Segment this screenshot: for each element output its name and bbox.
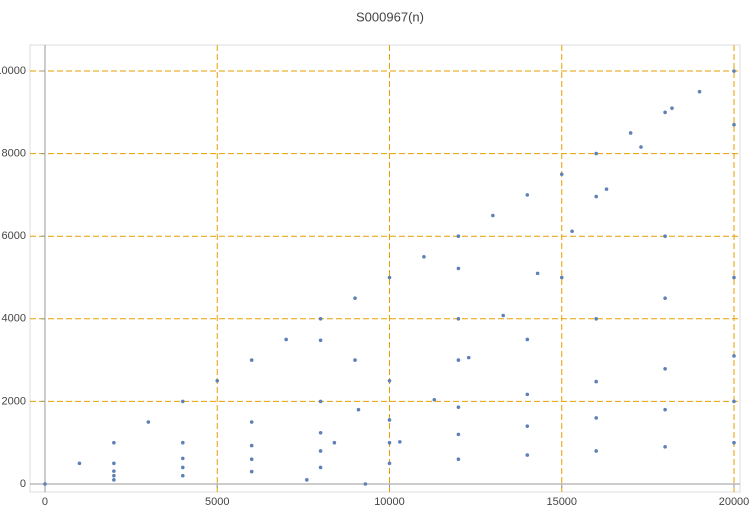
point: [559, 172, 564, 177]
point: [594, 416, 599, 420]
point: [525, 337, 530, 342]
point: [456, 358, 461, 362]
point: [604, 187, 609, 191]
point: [112, 461, 116, 466]
point: [663, 110, 667, 115]
point: [525, 424, 530, 428]
point: [432, 397, 437, 402]
point: [639, 145, 643, 149]
point: [249, 443, 254, 448]
y-tick-label: 0: [20, 478, 26, 490]
point: [422, 255, 426, 259]
x-tick-label: 15000: [546, 496, 577, 508]
point: [732, 122, 736, 127]
point: [180, 456, 185, 461]
point: [456, 266, 461, 271]
point: [570, 229, 574, 234]
y-tick-label: 8000: [2, 148, 26, 160]
point: [180, 473, 185, 478]
point: [180, 399, 185, 404]
point: [318, 430, 323, 435]
point: [663, 234, 667, 239]
point: [525, 392, 530, 397]
point: [180, 440, 185, 445]
point: [318, 449, 323, 453]
point: [663, 296, 667, 300]
point: [525, 193, 530, 197]
point: [353, 358, 357, 362]
point: [318, 316, 323, 321]
point: [697, 89, 702, 94]
point: [535, 271, 540, 276]
plot-frame: [29, 44, 741, 493]
point: [594, 151, 599, 156]
y-tick-label: 6000: [2, 230, 26, 242]
x-tick-label: 5000: [205, 496, 229, 508]
point: [501, 313, 505, 318]
point: [594, 379, 599, 384]
point: [732, 440, 736, 445]
point: [732, 275, 736, 280]
point: [284, 337, 288, 342]
point: [77, 461, 82, 466]
x-tick-label: 20000: [719, 496, 750, 508]
point: [332, 440, 337, 445]
point: [318, 338, 323, 343]
point: [356, 407, 361, 412]
x-tick-label: 0: [42, 496, 48, 508]
point: [663, 445, 667, 449]
point: [387, 275, 392, 280]
point: [180, 465, 185, 470]
point: [663, 407, 667, 412]
point: [594, 449, 599, 453]
point: [112, 469, 116, 473]
point: [732, 69, 736, 73]
point: [215, 378, 220, 383]
point: [663, 366, 667, 371]
point: [249, 358, 254, 362]
point: [594, 316, 599, 321]
point: [456, 457, 461, 462]
point: [112, 473, 116, 478]
y-tick-label: 10000: [0, 65, 26, 77]
point: [249, 420, 254, 424]
point: [387, 418, 392, 422]
point: [559, 275, 564, 280]
point: [525, 453, 530, 457]
point: [249, 457, 254, 462]
point: [456, 234, 461, 239]
x-tick-label: 10000: [374, 496, 405, 508]
point: [670, 106, 674, 110]
point: [249, 469, 254, 474]
point: [387, 378, 392, 383]
point: [594, 194, 599, 199]
y-tick-label: 2000: [2, 395, 26, 407]
point: [318, 399, 323, 404]
point: [387, 440, 392, 445]
point: [112, 478, 116, 482]
point: [363, 482, 368, 486]
point: [387, 461, 392, 466]
point: [43, 482, 47, 486]
point: [456, 405, 461, 409]
point: [305, 478, 309, 482]
point: [466, 355, 471, 360]
point: [628, 131, 633, 135]
point: [456, 432, 461, 437]
point: [353, 296, 357, 300]
point: [318, 465, 323, 470]
point: [732, 354, 736, 358]
point: [112, 440, 116, 445]
point: [732, 399, 736, 404]
point: [456, 316, 461, 321]
chart-title: S000967(n): [356, 9, 424, 24]
point: [146, 420, 151, 424]
point: [491, 213, 495, 218]
y-tick-label: 4000: [2, 313, 26, 325]
point: [398, 440, 402, 444]
